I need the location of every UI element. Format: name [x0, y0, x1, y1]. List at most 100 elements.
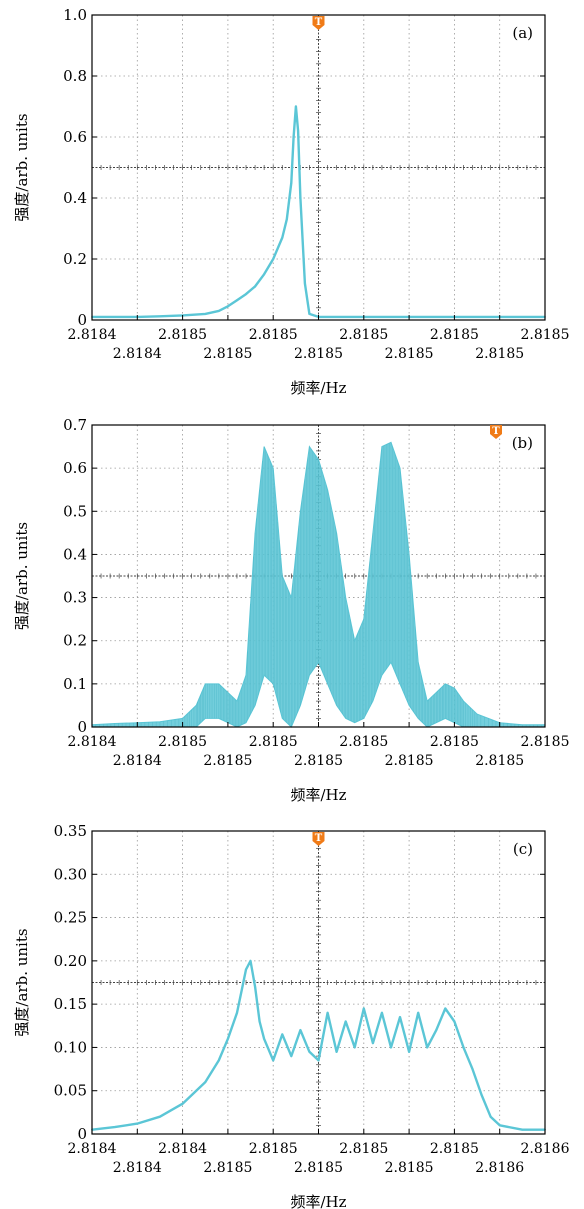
trigger-marker-label: T: [492, 426, 500, 437]
y-tick-label: 0.05: [54, 1082, 87, 1100]
y-axis-title: 强度/arb. units: [13, 113, 31, 221]
y-tick-label: 0.30: [54, 865, 87, 883]
trigger-marker-icon: T: [312, 16, 325, 30]
data-point: [408, 1050, 410, 1053]
data-point: [326, 1011, 329, 1014]
y-tick-label: 1.0: [63, 6, 87, 24]
data-point: [227, 305, 229, 308]
x-tick-label: 2.8185: [385, 1160, 434, 1176]
x-tick-label: 2.8185: [203, 753, 252, 769]
y-tick-label: 0: [77, 718, 87, 736]
data-point: [435, 1029, 438, 1032]
data-point: [335, 1050, 338, 1053]
panel-label: (a): [512, 24, 533, 42]
x-tick-label: 2.8185: [158, 327, 207, 343]
x-axis-title: 频率/Hz: [290, 1193, 346, 1209]
y-tick-label: 0.1: [63, 675, 87, 693]
y-tick-label: 0.5: [63, 502, 87, 520]
data-point: [113, 1126, 116, 1128]
y-tick-label: 0.3: [63, 589, 87, 607]
data-point: [371, 1042, 374, 1044]
y-tick-label: 0: [77, 311, 87, 329]
y-tick-label: 0.2: [63, 632, 87, 650]
data-point: [217, 1059, 220, 1062]
y-tick-label: 0.4: [63, 189, 87, 207]
x-tick-label: 2.8185: [294, 346, 343, 362]
y-tick-label: 0.6: [63, 459, 87, 477]
x-tick-label: 2.8185: [339, 327, 388, 343]
data-point: [245, 968, 247, 971]
chart-panel-b: 0 0.1 0.2 0.3 0.4 0.5 0.6 0.7 2.8184 2.8185 2.8185…: [13, 416, 570, 804]
x-tick-label: 2.8185: [430, 1141, 479, 1157]
data-point: [254, 985, 256, 988]
x-tick-label: 2.8185: [203, 1160, 252, 1176]
x-tick-label: 2.8184: [113, 753, 162, 769]
y-tick-label: 0: [77, 1125, 87, 1143]
x-tick-label: 2.8185: [385, 753, 434, 769]
data-point: [362, 1007, 365, 1010]
data-point: [399, 1016, 401, 1019]
data-point: [299, 1029, 302, 1032]
trigger-marker-label: T: [315, 17, 323, 28]
data-point: [299, 197, 302, 199]
trigger-marker-shape: [490, 425, 502, 439]
x-tick-label: 2.8185: [158, 734, 207, 750]
x-tick-label: 2.8185: [294, 753, 343, 769]
data-point: [254, 285, 256, 288]
data-point: [285, 218, 288, 221]
x-tick-label: 2.8185: [521, 734, 570, 750]
x-tick-label: 2.8185: [430, 734, 479, 750]
data-point: [317, 1059, 320, 1062]
y-tick-label: 0.20: [54, 952, 87, 970]
series-line: [92, 105, 545, 319]
x-tick-label: 2.8186: [521, 1141, 570, 1157]
data-point: [417, 1011, 420, 1014]
data-point: [308, 313, 311, 315]
data-point: [217, 309, 220, 312]
data-point: [249, 959, 252, 962]
x-tick-label: 2.8184: [113, 346, 162, 362]
panel-label: (b): [512, 434, 533, 452]
x-tick-label: 2.8185: [385, 346, 434, 362]
data-point: [390, 1046, 392, 1049]
data-point: [426, 1046, 429, 1049]
data-point: [308, 1050, 311, 1053]
x-tick-label: 2.8184: [158, 1141, 207, 1157]
data-point: [292, 136, 295, 138]
data-point: [181, 1102, 184, 1105]
x-tick-label: 2.8185: [430, 327, 479, 343]
trigger-marker-shape: [312, 16, 325, 30]
data-point: [453, 1020, 456, 1023]
data-point: [281, 1033, 284, 1036]
data-point: [498, 1124, 501, 1127]
data-point: [444, 1007, 447, 1010]
y-tick-label: 0.8: [63, 67, 87, 85]
data-point: [136, 1122, 139, 1125]
data-point: [263, 1037, 266, 1040]
data-point: [204, 313, 207, 315]
x-tick-label: 2.8185: [339, 1141, 388, 1157]
trigger-marker-label: T: [315, 833, 323, 844]
data-point: [263, 273, 266, 276]
y-tick-label: 0.10: [54, 1038, 87, 1056]
data-point: [480, 1094, 483, 1096]
x-tick-label: 2.8185: [475, 346, 524, 362]
data-point: [290, 1055, 293, 1057]
x-tick-label: 2.8184: [113, 1160, 162, 1176]
data-point: [240, 990, 243, 993]
data-point: [236, 299, 238, 302]
data-point: [344, 1020, 347, 1023]
x-tick-label: 2.8185: [475, 753, 524, 769]
y-axis-title: 强度/arb. units: [13, 522, 31, 630]
data-point: [236, 1011, 238, 1014]
y-tick-label: 0.35: [54, 822, 87, 840]
data-point: [113, 316, 116, 318]
chart-panel-c: 0 0.05 0.10 0.15 0.20 0.25 0.30 0.35 2.8184 2.818…: [13, 822, 570, 1209]
panel-label: (c): [513, 840, 533, 858]
data-point: [462, 1046, 465, 1049]
data-point: [294, 105, 297, 108]
data-point: [489, 1115, 492, 1118]
x-tick-label: 2.8186: [475, 1160, 524, 1176]
y-tick-label: 0.25: [54, 909, 87, 927]
